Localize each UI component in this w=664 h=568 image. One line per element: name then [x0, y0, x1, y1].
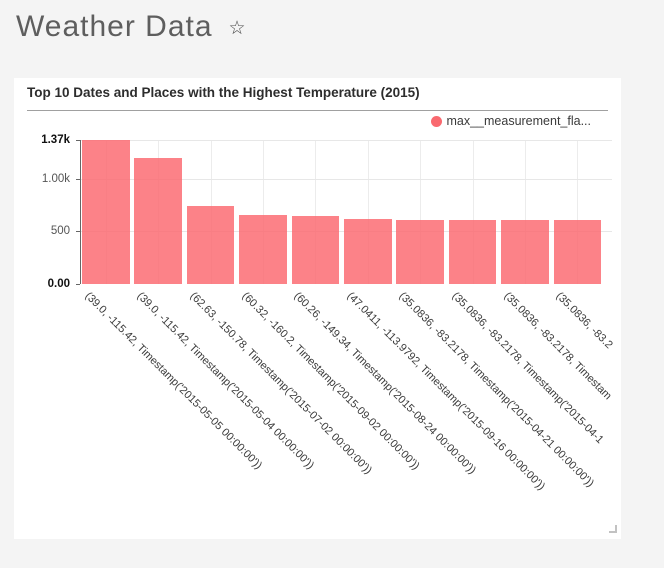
v-gridline — [367, 140, 369, 284]
y-tick-label: 1.37k — [41, 134, 70, 146]
chart-legend[interactable]: max__measurement_fla... — [431, 114, 591, 128]
x-tick-label: (62.63, -150.78, Timestamp('2015-07-02 0… — [187, 290, 374, 477]
v-gridline — [315, 140, 317, 284]
bar[interactable] — [82, 140, 130, 284]
page-title: Weather Data — [16, 10, 213, 43]
legend-label: max__measurement_fla... — [446, 114, 591, 128]
h-gridline — [81, 178, 612, 180]
y-tick — [76, 231, 80, 233]
x-tick-label: (35.0836, -83.2178, Timestamp('2015-04-2… — [396, 290, 597, 490]
page-header: Weather Data ☆ — [16, 10, 246, 44]
bar[interactable] — [396, 219, 444, 284]
v-gridline — [262, 140, 264, 284]
x-tick-label: (47.0411, -113.9792, Timestamp('2015-09-… — [344, 290, 547, 493]
bar[interactable] — [501, 219, 549, 284]
v-gridline — [524, 140, 526, 284]
v-gridline — [472, 140, 474, 284]
y-tick — [76, 178, 80, 180]
y-axis-line — [80, 140, 81, 284]
x-tick-label: (39.0, -115.42, Timestamp('2015-05-05 00… — [82, 290, 264, 472]
chart-card: Top 10 Dates and Places with the Highest… — [14, 78, 621, 539]
v-gridline — [420, 140, 422, 284]
y-tick-label: 0.00 — [47, 278, 70, 290]
favorite-star-icon[interactable]: ☆ — [228, 18, 246, 39]
legend-color-dot — [431, 115, 443, 127]
bar[interactable] — [134, 157, 182, 284]
bar[interactable] — [239, 215, 287, 284]
resize-handle-icon[interactable] — [609, 525, 617, 533]
h-gridline — [81, 140, 612, 141]
title-divider — [27, 110, 608, 111]
y-tick-label: 500 — [50, 225, 70, 238]
x-tick-label: (39.0, -115.42, Timestamp('2015-05-04 00… — [134, 290, 317, 472]
bar[interactable] — [553, 219, 602, 284]
chart-title: Top 10 Dates and Places with the Highest… — [27, 85, 420, 100]
y-tick — [76, 284, 80, 285]
bar[interactable] — [448, 219, 497, 284]
y-tick — [76, 140, 80, 141]
bar[interactable] — [291, 215, 340, 284]
v-gridline — [577, 140, 579, 284]
x-tick-label: (60.26, -149.34, Timestamp('2015-08-24 0… — [291, 290, 479, 477]
x-tick-label: (60.32, -160.2, Timestamp('2015-09-02 00… — [239, 290, 422, 473]
bar[interactable] — [344, 219, 392, 284]
x-tick-label: (35.0836, -83.2178, Timestam — [501, 290, 614, 403]
bar-chart-plot: 1.37k 1.00k 500 0.00 (39.0, -115.42, Timesta… — [14, 78, 621, 539]
y-tick-label: 1.00k — [41, 172, 70, 185]
bar[interactable] — [186, 206, 235, 284]
